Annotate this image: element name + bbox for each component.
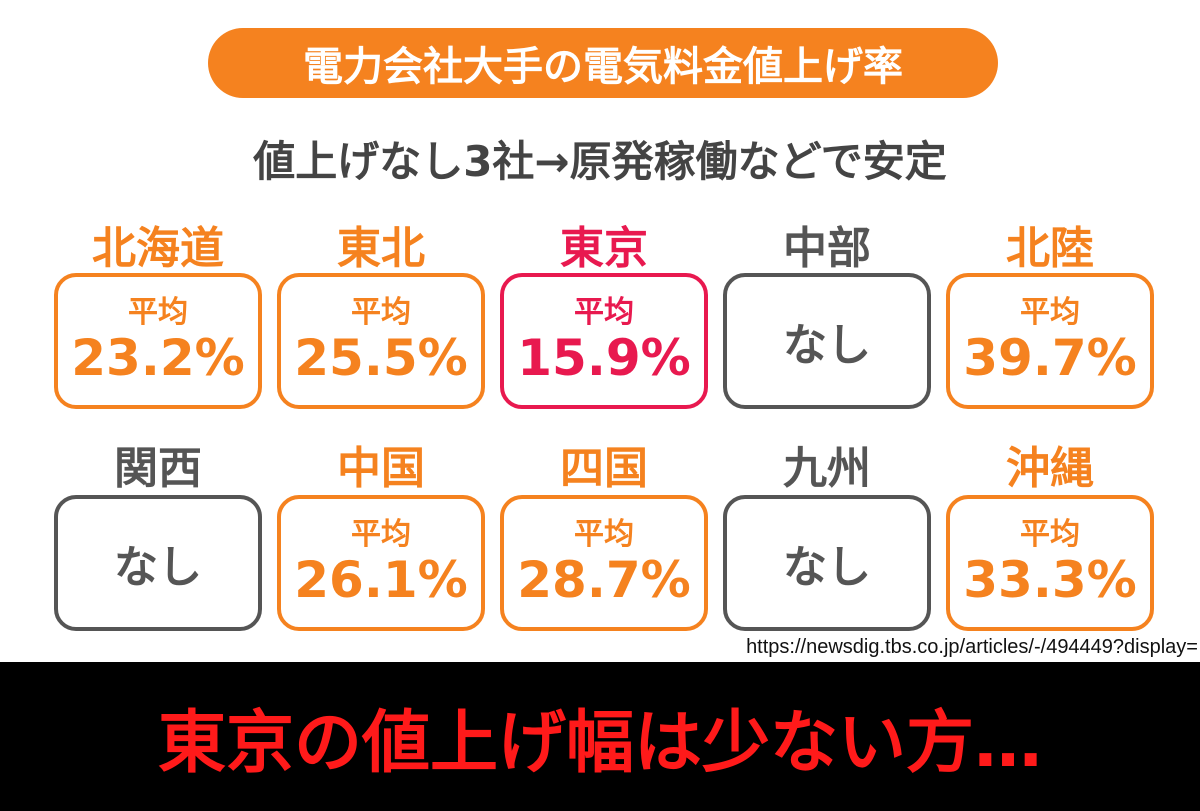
region-name: 沖縄 xyxy=(1006,443,1094,494)
title: 電力会社大手の電気料金値上げ率 xyxy=(208,28,998,98)
rate-value: 39.7% xyxy=(963,329,1137,387)
region-name: 中国 xyxy=(337,443,425,494)
region-box: 平均 26.1% xyxy=(277,495,485,631)
rate-value: 28.7% xyxy=(517,551,691,609)
avg-label: 平均 xyxy=(574,295,634,330)
region-box: 平均 33.3% xyxy=(946,495,1154,631)
region-box: なし xyxy=(723,273,931,409)
avg-label: 平均 xyxy=(1020,295,1080,330)
source-url: https://newsdig.tbs.co.jp/articles/-/494… xyxy=(746,636,1198,658)
rate-value: 33.3% xyxy=(963,551,1137,609)
avg-label: 平均 xyxy=(574,517,634,552)
caption-band: 東京の値上げ幅は少ない方… xyxy=(0,662,1200,811)
region-name: 北陸 xyxy=(1006,223,1094,274)
region-name: 中部 xyxy=(783,223,871,274)
region-box: なし xyxy=(723,495,931,631)
region-name: 東北 xyxy=(337,223,425,274)
rate-value: 26.1% xyxy=(294,551,468,609)
no-increase: なし xyxy=(783,542,871,593)
avg-label: 平均 xyxy=(128,295,188,330)
avg-label: 平均 xyxy=(351,295,411,330)
no-increase: なし xyxy=(783,320,871,371)
avg-label: 平均 xyxy=(351,517,411,552)
rate-value: 25.5% xyxy=(294,329,468,387)
no-increase: なし xyxy=(114,542,202,593)
region-name: 関西 xyxy=(114,443,202,494)
subtitle: 値上げなし3社→原発稼働などで安定 xyxy=(253,137,947,186)
region-box: 平均 25.5% xyxy=(277,273,485,409)
region-name: 九州 xyxy=(783,443,871,494)
region-box: 平均 39.7% xyxy=(946,273,1154,409)
region-name: 東京 xyxy=(560,223,648,274)
caption: 東京の値上げ幅は少ない方… xyxy=(157,704,1042,783)
region-name: 北海道 xyxy=(92,223,224,274)
rate-value: 23.2% xyxy=(71,329,245,387)
region-name: 四国 xyxy=(560,443,648,494)
region-box: 平均 23.2% xyxy=(54,273,262,409)
avg-label: 平均 xyxy=(1020,517,1080,552)
region-box: 平均 15.9% xyxy=(500,273,708,409)
region-box: 平均 28.7% xyxy=(500,495,708,631)
rate-value: 15.9% xyxy=(517,329,691,387)
region-box: なし xyxy=(54,495,262,631)
